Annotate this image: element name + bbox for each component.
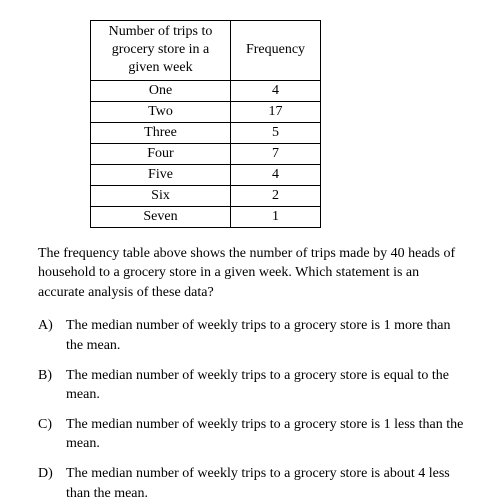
table-row: Seven 1 (91, 206, 321, 227)
table-row: One 4 (91, 80, 321, 101)
question-text: The frequency table above shows the numb… (38, 244, 462, 303)
freq-cell: 1 (231, 206, 321, 227)
freq-cell: 17 (231, 101, 321, 122)
table-header-freq: Frequency (231, 21, 321, 81)
choice-text: The median number of weekly trips to a g… (66, 464, 470, 503)
choice-c: C) The median number of weekly trips to … (38, 415, 470, 454)
choice-d: D) The median number of weekly trips to … (38, 464, 470, 503)
trips-cell: One (91, 80, 231, 101)
trips-cell: Two (91, 101, 231, 122)
freq-cell: 2 (231, 185, 321, 206)
table-row: Three 5 (91, 122, 321, 143)
freq-cell: 7 (231, 143, 321, 164)
table-header-trips: Number of trips to grocery store in a gi… (91, 21, 231, 81)
question-container: Number of trips to grocery store in a gi… (20, 20, 480, 503)
trips-cell: Seven (91, 206, 231, 227)
freq-cell: 4 (231, 80, 321, 101)
freq-cell: 5 (231, 122, 321, 143)
table-row: Two 17 (91, 101, 321, 122)
choice-letter: B) (38, 366, 66, 405)
choice-letter: D) (38, 464, 66, 503)
choice-text: The median number of weekly trips to a g… (66, 415, 470, 454)
choice-text: The median number of weekly trips to a g… (66, 316, 470, 355)
choice-b: B) The median number of weekly trips to … (38, 366, 470, 405)
trips-cell: Six (91, 185, 231, 206)
table-row: Six 2 (91, 185, 321, 206)
choice-a: A) The median number of weekly trips to … (38, 316, 470, 355)
frequency-table: Number of trips to grocery store in a gi… (90, 20, 321, 228)
table-row: Five 4 (91, 164, 321, 185)
choice-letter: C) (38, 415, 66, 454)
trips-cell: Four (91, 143, 231, 164)
choice-text: The median number of weekly trips to a g… (66, 366, 470, 405)
trips-cell: Five (91, 164, 231, 185)
freq-cell: 4 (231, 164, 321, 185)
choice-letter: A) (38, 316, 66, 355)
answer-choices: A) The median number of weekly trips to … (38, 316, 470, 503)
table-row: Four 7 (91, 143, 321, 164)
trips-cell: Three (91, 122, 231, 143)
